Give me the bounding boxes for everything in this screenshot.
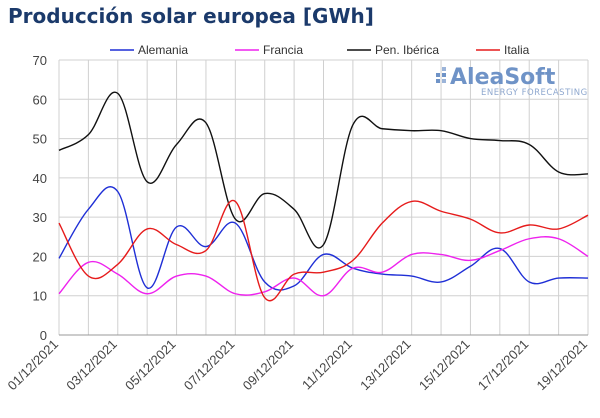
aleasoft-logo: AleaSoft ENERGY FORECASTING: [436, 65, 588, 98]
y-tick-label: 0: [40, 328, 47, 343]
x-tick-label: 17/12/2021: [475, 337, 532, 394]
legend-label-italia: Italia: [504, 43, 530, 57]
chart-grid: [58, 59, 589, 336]
legend-label-pen-ib-rica: Pen. Ibérica: [375, 43, 439, 57]
chart-series: [58, 91, 589, 302]
x-tick-label: 19/12/2021: [533, 337, 590, 394]
series-line-alemania: [58, 186, 589, 291]
y-tick-label: 40: [33, 171, 47, 186]
y-tick-label: 10: [33, 289, 47, 304]
series-line-italia: [58, 199, 589, 302]
series-line-pen-ib-rica: [58, 91, 589, 249]
x-tick-label: 09/12/2021: [240, 337, 297, 394]
logo-tagline: ENERGY FORECASTING: [481, 88, 588, 98]
x-tick-label: 05/12/2021: [122, 337, 179, 394]
x-tick-label: 01/12/2021: [4, 337, 61, 394]
logo-name: AleaSoft: [450, 65, 556, 90]
legend-label-francia: Francia: [263, 43, 303, 57]
y-tick-label: 50: [33, 132, 47, 147]
y-tick-label: 70: [33, 53, 47, 68]
x-axis-ticks: 01/12/2021 03/12/2021 05/12/2021 07/12/2021…: [4, 337, 590, 394]
logo-mark-icon: [436, 67, 446, 83]
legend-label-alemania: Alemania: [138, 43, 188, 57]
x-tick-label: 07/12/2021: [181, 337, 238, 394]
y-tick-label: 30: [33, 210, 47, 225]
chart-title: Producción solar europea [GWh]: [8, 4, 374, 28]
x-tick-label: 11/12/2021: [299, 337, 355, 393]
y-tick-label: 60: [33, 92, 47, 107]
y-tick-label: 20: [33, 249, 47, 264]
y-axis-ticks: 0 10 20 30 40 50 60 70: [33, 53, 47, 343]
x-tick-label: 13/12/2021: [357, 337, 414, 394]
chart-legend: Alemania Francia Pen. Ibérica Italia: [110, 43, 530, 57]
x-tick-label: 15/12/2021: [416, 337, 473, 394]
x-tick-label: 03/12/2021: [63, 337, 120, 394]
series-line-francia: [58, 236, 589, 297]
